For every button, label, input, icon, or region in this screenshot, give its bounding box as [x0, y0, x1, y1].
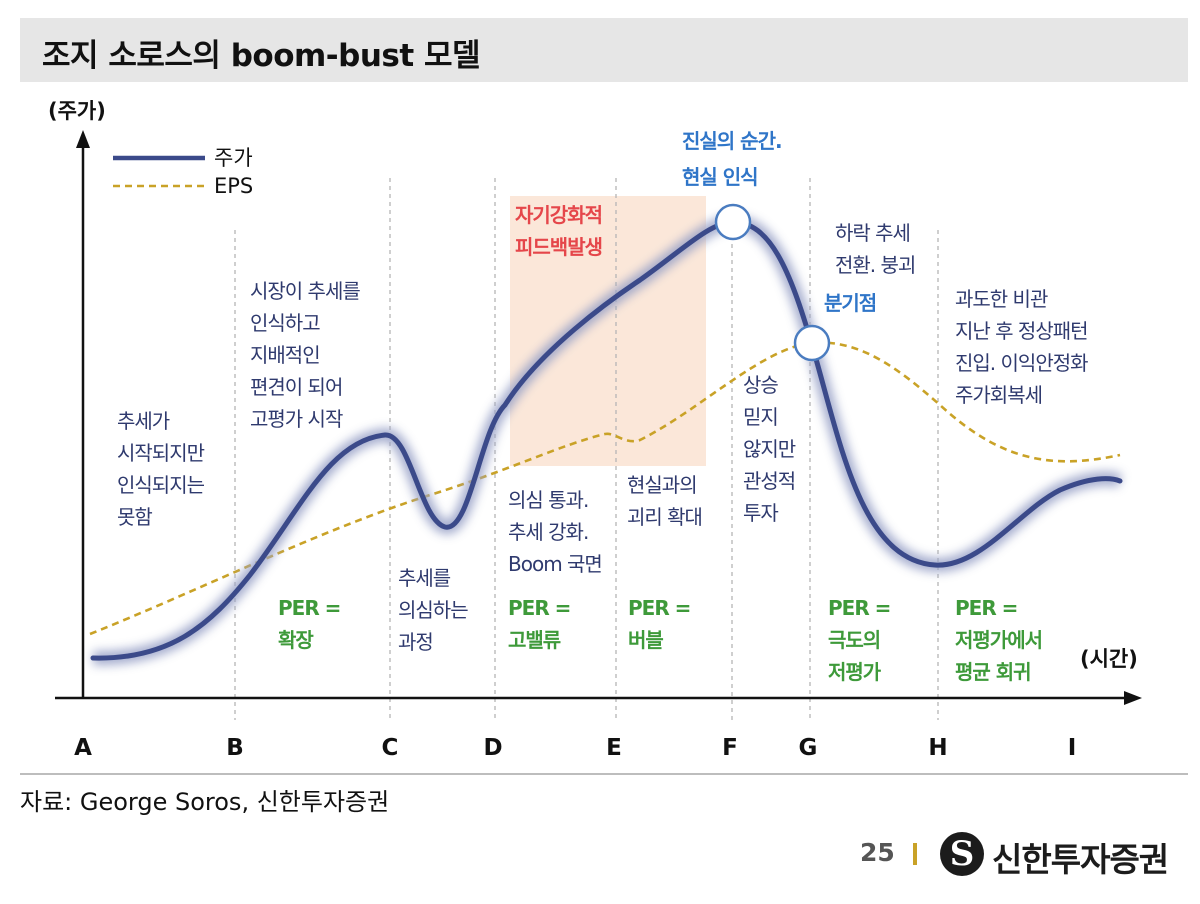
per-d-line: PER =: [508, 596, 570, 620]
tick-h: H: [928, 735, 947, 761]
stage-f-line: 상승: [743, 373, 778, 397]
tick-i: I: [1068, 735, 1077, 761]
company-logo: S 신한투자증권: [940, 830, 1190, 879]
stage-d-line: Boom 국면: [508, 552, 602, 576]
tick-g: G: [799, 735, 818, 761]
price-line: [90, 219, 1123, 661]
legend-price-label: 주가: [214, 146, 253, 170]
stage-c-line: 추세를: [398, 566, 451, 590]
stage-a-line: 인식되지는: [117, 473, 205, 497]
per-b-line: 확장: [278, 628, 314, 652]
boom-bust-diagram: 주가 EPS (주가) (시간) A B C D E F G H I 추세가 시…: [48, 99, 1142, 761]
tick-f: F: [722, 735, 738, 761]
stage-b-line: 인식하고: [250, 311, 320, 335]
axes: [55, 130, 1142, 705]
stage-b-line: 시장이 추세를: [250, 279, 360, 303]
per-h-line: 저평가에서: [955, 628, 1042, 652]
stage-f-line: 않지만: [743, 437, 796, 461]
logo-symbol-icon: S: [940, 832, 984, 876]
stage-h-line: 진입. 이익안정화: [955, 351, 1088, 375]
stage-text-b: 시장이 추세를 인식하고 지배적인 편견이 되어 고평가 시작: [250, 279, 361, 431]
per-label-b: PER = 확장: [278, 596, 341, 652]
truth-moment-marker: [714, 203, 752, 241]
per-g-line: PER =: [828, 596, 890, 620]
stage-text-e: 현실과의 괴리 확대: [627, 473, 703, 529]
turning-point-label: 분기점: [824, 291, 876, 315]
feedback-label-line2: 피드백발생: [515, 235, 602, 259]
per-d-line: 고밸류: [508, 628, 561, 652]
turning-point-marker: [793, 324, 831, 362]
page-title: 조지 소로스의 boom-bust 모델: [42, 38, 481, 74]
stage-text-d: 의심 통과. 추세 강화. Boom 국면: [508, 488, 603, 576]
truth-label-line2: 현실 인식: [682, 165, 758, 189]
stage-d-line: 의심 통과.: [508, 488, 588, 512]
footer-divider: [20, 773, 1188, 775]
x-axis-label: (시간): [1080, 647, 1138, 671]
stage-text-f: 상승 믿지 않지만 관성적 투자: [743, 373, 797, 525]
stage-g-line: 전환. 붕괴: [835, 253, 915, 277]
tick-d: D: [483, 735, 502, 761]
stage-e-line: 현실과의: [627, 473, 697, 497]
per-label-g: PER = 극도의 저평가: [828, 596, 891, 684]
stage-a-line: 시작되지만: [117, 441, 205, 465]
stage-b-line: 고평가 시작: [250, 407, 343, 431]
title-bar: 조지 소로스의 boom-bust 모델: [20, 18, 1188, 82]
stage-b-line: 편견이 되어: [250, 375, 342, 399]
tick-b: B: [226, 735, 244, 761]
stage-text-c: 추세를 의심하는 과정: [398, 566, 469, 654]
feedback-label-line1: 자기강화적: [515, 203, 602, 227]
per-e-line: 버블: [628, 628, 663, 652]
tick-a: A: [74, 735, 92, 761]
x-axis-arrow: [1124, 691, 1142, 705]
tick-c: C: [382, 735, 399, 761]
stage-c-line: 의심하는: [398, 598, 468, 622]
stage-a-line: 못함: [117, 505, 152, 529]
legend-eps-label: EPS: [214, 174, 253, 198]
stage-f-line: 믿지: [743, 405, 778, 429]
stage-h-line: 지난 후 정상패턴: [955, 319, 1088, 343]
y-axis-arrow: [76, 130, 90, 148]
per-b-line: PER =: [278, 596, 340, 620]
per-label-d: PER = 고밸류: [508, 596, 571, 652]
legend: 주가 EPS: [113, 146, 253, 198]
per-h-line: PER =: [955, 596, 1017, 620]
source-note: 자료: George Soros, 신한투자증권: [20, 788, 390, 816]
page-divider: [913, 843, 917, 865]
y-axis-label: (주가): [48, 99, 106, 123]
stage-h-line: 주가회복세: [955, 383, 1042, 407]
stage-g-line: 하락 추세: [835, 221, 910, 245]
stage-text-h: 과도한 비관 지난 후 정상패턴 진입. 이익안정화 주가회복세: [955, 287, 1089, 407]
page-number: 25: [860, 838, 895, 867]
per-e-line: PER =: [628, 596, 690, 620]
stage-c-line: 과정: [398, 630, 433, 654]
stage-b-line: 지배적인: [250, 343, 320, 367]
per-label-e: PER = 버블: [628, 596, 691, 652]
x-ticks: A B C D E F G H I: [74, 735, 1076, 761]
stage-text-a: 추세가 시작되지만 인식되지는 못함: [117, 409, 206, 529]
stage-e-line: 괴리 확대: [627, 505, 702, 529]
truth-label-line1: 진실의 순간.: [682, 129, 782, 153]
per-label-h: PER = 저평가에서 평균 회귀: [955, 596, 1043, 684]
per-g-line: 극도의: [828, 628, 880, 652]
stage-d-line: 추세 강화.: [508, 520, 588, 544]
stage-f-line: 관성적: [743, 469, 795, 493]
stage-f-line: 투자: [743, 501, 778, 525]
per-h-line: 평균 회귀: [955, 660, 1031, 684]
stage-h-line: 과도한 비관: [955, 287, 1048, 311]
stage-dividers: [234, 178, 939, 720]
tick-e: E: [606, 735, 622, 761]
logo-text: 신한투자증권: [992, 840, 1169, 879]
eps-line: [89, 341, 1121, 636]
stage-a-line: 추세가: [117, 409, 170, 433]
stage-text-g: 하락 추세 전환. 붕괴: [835, 221, 916, 277]
per-g-line: 저평가: [828, 660, 882, 684]
